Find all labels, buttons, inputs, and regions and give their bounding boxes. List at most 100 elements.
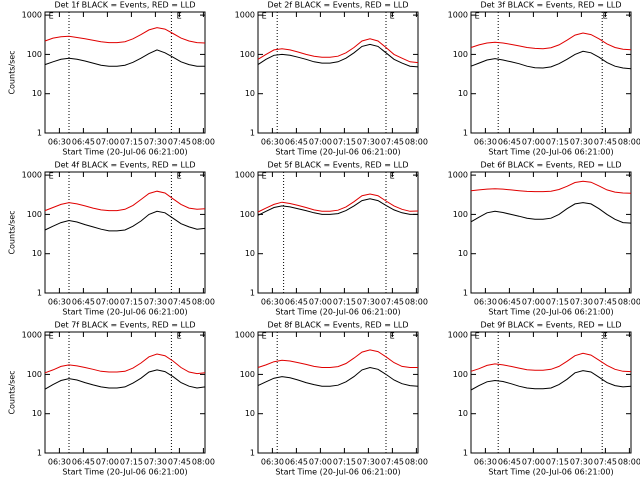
y-tick-label: 100 xyxy=(453,50,468,59)
panel: Det 8f BLACK = Events, RED = LLD 1 10 100 10… xyxy=(235,321,428,477)
y-tick-label: 10 xyxy=(32,409,42,418)
y-tick-label: 1000 xyxy=(22,11,42,20)
y-tick-label: 10 xyxy=(32,89,42,98)
y-tick-label: 1000 xyxy=(448,171,468,180)
y-tick-label: 1 xyxy=(250,289,255,298)
event-mark: E xyxy=(49,172,54,181)
plot-frame xyxy=(470,11,632,134)
y-tick-label: 1 xyxy=(37,449,42,458)
panel-title: Det 4f BLACK = Events, RED = LLD xyxy=(54,161,195,170)
x-axis-label: Start Time (20-Jul-06 06:21:00) xyxy=(62,468,187,477)
event-mark: E xyxy=(262,12,267,21)
x-tick-label: 07:15 xyxy=(120,298,143,307)
x-tick-label: 08:00 xyxy=(618,458,640,467)
series-line xyxy=(257,38,419,64)
event-mark: E xyxy=(177,12,182,21)
x-tick-label: 08:00 xyxy=(618,138,640,147)
panel-title: Det 2f BLACK = Events, RED = LLD xyxy=(267,1,408,10)
x-tick-label: 07:45 xyxy=(381,138,404,147)
series-line xyxy=(257,366,419,387)
x-axis-label: Start Time (20-Jul-06 06:21:00) xyxy=(62,148,187,157)
x-tick-label: 06:45 xyxy=(498,138,521,147)
y-tick-label: 1 xyxy=(463,449,468,458)
x-tick-label: 07:45 xyxy=(594,138,617,147)
x-tick-label: 06:45 xyxy=(285,298,308,307)
x-axis-label: Start Time (20-Jul-06 06:21:00) xyxy=(488,148,613,157)
x-tick-label: 07:30 xyxy=(144,298,167,307)
panel-title: Det 9f BLACK = Events, RED = LLD xyxy=(480,321,621,330)
x-tick-label: 07:30 xyxy=(570,298,593,307)
y-tick-label: 1000 xyxy=(448,331,468,340)
y-tick-label: 1 xyxy=(37,289,42,298)
x-tick-label: 06:30 xyxy=(261,138,284,147)
x-tick-label: 08:00 xyxy=(618,298,640,307)
event-mark: E xyxy=(262,172,267,181)
y-tick-label: 10 xyxy=(245,249,255,258)
plot-frame xyxy=(44,331,206,454)
x-tick-label: 06:30 xyxy=(474,298,497,307)
y-tick-label: 100 xyxy=(27,50,42,59)
x-tick-label: 07:15 xyxy=(120,458,143,467)
y-tick-label: 100 xyxy=(240,210,255,219)
x-tick-label: 07:15 xyxy=(546,298,569,307)
x-tick-label: 07:15 xyxy=(333,138,356,147)
y-tick-label: 1000 xyxy=(22,331,42,340)
x-tick-label: 07:30 xyxy=(570,458,593,467)
series-line xyxy=(257,198,418,216)
series-line xyxy=(44,190,206,212)
panel-title: Det 8f BLACK = Events, RED = LLD xyxy=(267,321,408,330)
x-tick-label: 07:30 xyxy=(144,138,167,147)
series-line xyxy=(44,27,206,44)
x-tick-label: 07:00 xyxy=(309,458,332,467)
x-tick-label: 08:00 xyxy=(192,138,215,147)
x-tick-label: 06:30 xyxy=(48,138,71,147)
x-tick-label: 08:00 xyxy=(405,138,428,147)
x-tick-label: 06:30 xyxy=(48,298,71,307)
y-axis-label: Counts/sec xyxy=(8,370,17,414)
y-tick-label: 1 xyxy=(463,289,468,298)
y-tick-label: 1 xyxy=(250,449,255,458)
y-tick-label: 100 xyxy=(240,50,255,59)
x-tick-label: 08:00 xyxy=(405,458,428,467)
y-tick-label: 10 xyxy=(245,409,255,418)
x-tick-label: 07:45 xyxy=(381,298,404,307)
x-tick-label: 07:00 xyxy=(522,298,545,307)
x-tick-label: 07:30 xyxy=(357,138,380,147)
x-tick-label: 07:45 xyxy=(168,458,191,467)
y-tick-label: 10 xyxy=(458,89,468,98)
x-tick-label: 08:00 xyxy=(192,458,215,467)
x-tick-label: 07:30 xyxy=(357,298,380,307)
x-tick-label: 06:45 xyxy=(72,138,95,147)
panel: Det 1f BLACK = Events, RED = LLD 1 10 100 10… xyxy=(8,1,215,157)
panel-title: Det 6f BLACK = Events, RED = LLD xyxy=(480,161,621,170)
x-tick-label: 07:00 xyxy=(309,138,332,147)
x-tick-label: 06:30 xyxy=(474,138,497,147)
y-tick-label: 100 xyxy=(240,370,255,379)
x-tick-label: 07:45 xyxy=(168,298,191,307)
event-mark: E xyxy=(49,12,54,21)
x-tick-label: 07:15 xyxy=(546,138,569,147)
x-tick-label: 07:45 xyxy=(594,298,617,307)
event-mark: E xyxy=(390,332,395,341)
panel: Det 7f BLACK = Events, RED = LLD 1 10 100 10… xyxy=(8,321,215,477)
x-axis-label: Start Time (20-Jul-06 06:21:00) xyxy=(488,308,613,317)
x-axis-label: Start Time (20-Jul-06 06:21:00) xyxy=(275,148,400,157)
y-tick-label: 1 xyxy=(250,129,255,138)
plot-frame xyxy=(257,171,419,294)
series-line xyxy=(470,370,632,391)
y-tick-label: 1000 xyxy=(235,331,255,340)
panel: Det 2f BLACK = Events, RED = LLD 1 10 100 10… xyxy=(235,1,428,157)
x-tick-label: 07:15 xyxy=(120,138,143,147)
series-line xyxy=(257,349,418,368)
x-tick-label: 06:30 xyxy=(261,458,284,467)
event-mark: E xyxy=(603,332,608,341)
x-tick-label: 06:45 xyxy=(498,458,521,467)
y-tick-label: 100 xyxy=(27,370,42,379)
x-tick-label: 07:45 xyxy=(168,138,191,147)
x-tick-label: 06:45 xyxy=(498,298,521,307)
y-tick-label: 1000 xyxy=(235,171,255,180)
x-tick-label: 06:45 xyxy=(72,458,95,467)
y-tick-label: 1000 xyxy=(22,171,42,180)
y-tick-label: 1 xyxy=(463,129,468,138)
